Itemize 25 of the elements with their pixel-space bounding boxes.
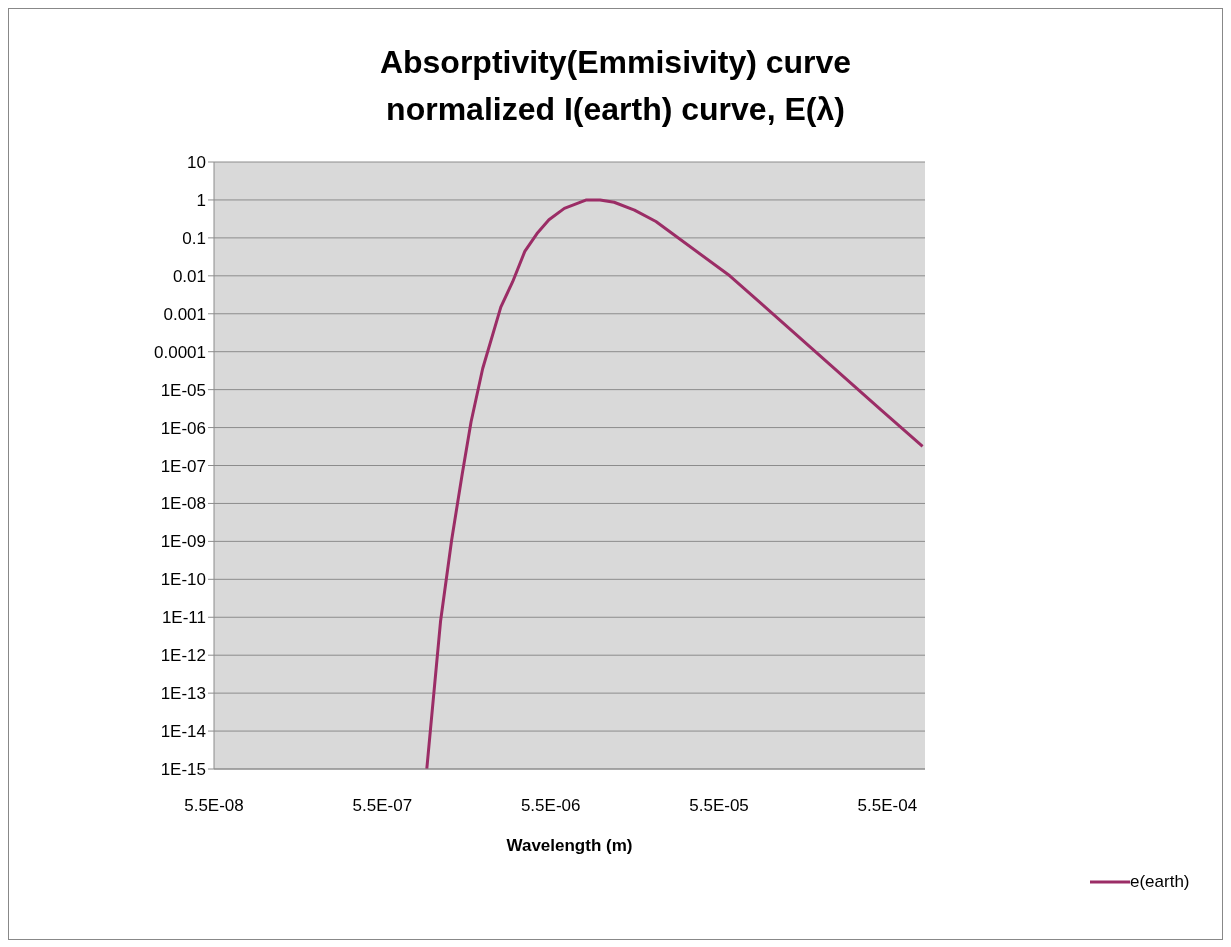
y-tick-label: 1E-05 xyxy=(160,380,206,400)
y-tick-label: 0.01 xyxy=(172,266,206,286)
legend-label: e(earth) xyxy=(1130,872,1190,892)
y-tick-label: 0.001 xyxy=(163,304,206,324)
y-tick-label: 1E-14 xyxy=(160,722,206,742)
y-tick-label: 10 xyxy=(187,153,206,173)
x-tick-label: 5.5E-04 xyxy=(857,796,918,816)
y-tick-label: 1E-08 xyxy=(160,494,206,514)
x-tick-label: 5.5E-05 xyxy=(689,796,749,816)
y-tick-label: 1E-07 xyxy=(160,456,206,476)
y-tick-label: 1 xyxy=(196,190,206,210)
y-tick-label: 1E-12 xyxy=(160,646,206,666)
y-tick-label: 1E-10 xyxy=(160,570,206,590)
y-tick-label: 1E-13 xyxy=(160,684,206,704)
y-tick-label: 1E-15 xyxy=(160,760,206,780)
y-tick-label: 0.0001 xyxy=(154,342,206,362)
x-tick-label: 5.5E-06 xyxy=(520,796,581,816)
x-tick-label: 5.5E-07 xyxy=(352,796,413,816)
y-tick-label: 0.1 xyxy=(182,228,206,248)
y-tick-label: 1E-06 xyxy=(160,418,206,438)
y-tick-label: 1E-11 xyxy=(161,608,206,628)
chart-title: Absorptivity(Emmisivity) curve normalized I(earth) curve, E(λ) xyxy=(378,43,853,129)
y-tick-label: 1E-09 xyxy=(160,532,206,552)
x-tick-label: 5.5E-08 xyxy=(184,796,244,816)
x-axis-title: Wavelength (m) xyxy=(506,836,633,856)
